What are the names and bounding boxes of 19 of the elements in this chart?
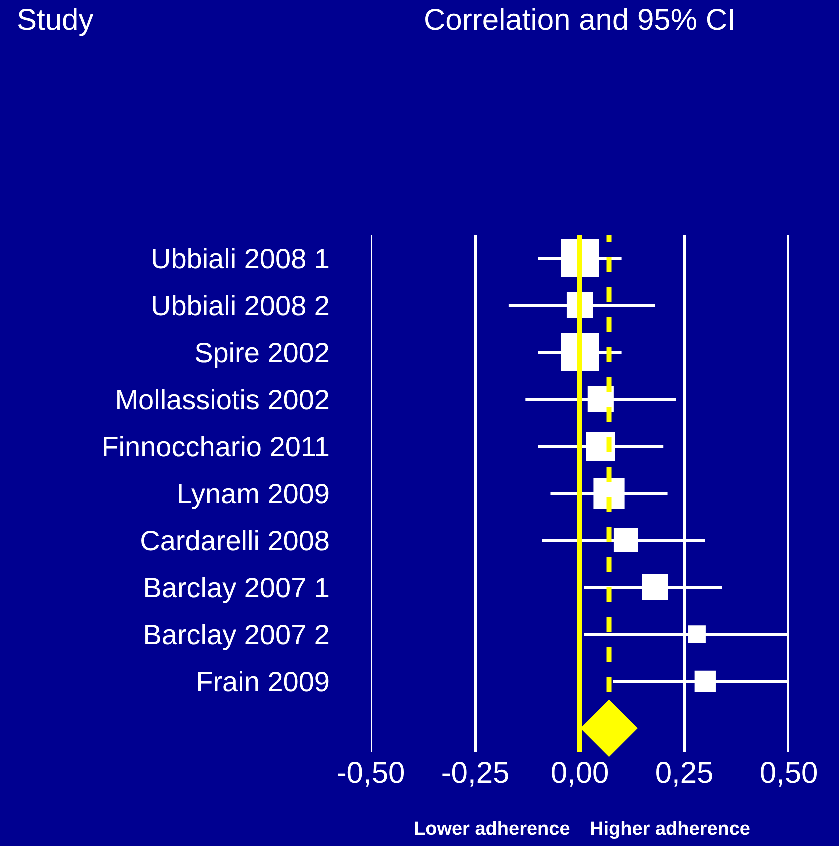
y-tick-label: Frain 2009: [196, 666, 330, 698]
y-tick-label: Ubbiali 2008 2: [150, 290, 330, 322]
text: Study: [17, 4, 94, 37]
y-tick-label: Lynam 2009: [176, 478, 330, 510]
text: Lower adherence: [414, 819, 570, 840]
y-tick-label: Spire 2002: [194, 337, 330, 368]
y-tick-label: Mollassiotis 2002: [115, 384, 330, 416]
chart-title: Correlation and 95% CI: [424, 4, 736, 37]
x-tick-label: 0,50: [760, 757, 818, 790]
x-tick-label: 0,25: [655, 757, 714, 790]
y-tick-label: Finnocchario 2011: [102, 431, 330, 462]
x-tick-label: -0,50: [336, 757, 406, 790]
y-tick-label: Cardarelli 2008: [140, 525, 330, 556]
x-tick-label: -0,25: [441, 757, 510, 790]
y-tick-label: Ubbiali 2008 1: [150, 243, 330, 274]
y-tick-label: Barclay 2007 1: [143, 572, 330, 604]
y-tick-label: Barclay 2007 2: [143, 619, 330, 650]
text: Higher adherence: [590, 819, 750, 840]
x-tick-label: 0,00: [550, 757, 610, 790]
